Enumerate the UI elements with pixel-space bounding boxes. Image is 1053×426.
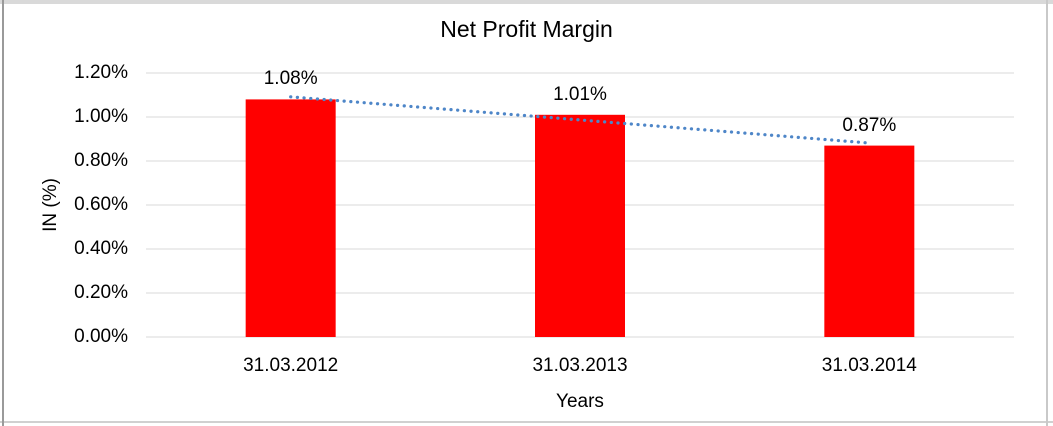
trendline[interactable] — [289, 95, 871, 145]
y-tick-label: 0.00% — [74, 326, 128, 347]
y-tick-label: 0.20% — [74, 282, 128, 303]
bar-data-label: 0.87% — [842, 114, 897, 136]
y-tick-label: 0.60% — [74, 194, 128, 215]
bar-31.03.2013[interactable] — [535, 114, 625, 337]
x-axis-title: Years — [556, 391, 604, 412]
frame-border-bottom — [0, 421, 1053, 423]
frame-border-left — [2, 0, 4, 426]
x-category-label: 31.03.2012 — [243, 355, 339, 376]
chart-title: Net Profit Margin — [440, 16, 613, 42]
x-category-label: 31.03.2014 — [821, 355, 917, 376]
y-tick-label: 1.20% — [74, 62, 128, 83]
bar-data-label: 1.08% — [263, 68, 318, 90]
x-category-label: 31.03.2013 — [532, 355, 628, 376]
y-tick-label: 1.00% — [74, 106, 128, 127]
y-tick-label: 0.40% — [74, 238, 128, 259]
bar-31.03.2012[interactable] — [245, 99, 336, 338]
frame-border-top — [0, 0, 1053, 4]
frame-border-right — [1046, 0, 1048, 426]
bar-data-label: 1.01% — [553, 83, 607, 105]
bar-31.03.2014[interactable] — [824, 145, 915, 337]
y-tick-label: 0.80% — [74, 150, 128, 171]
